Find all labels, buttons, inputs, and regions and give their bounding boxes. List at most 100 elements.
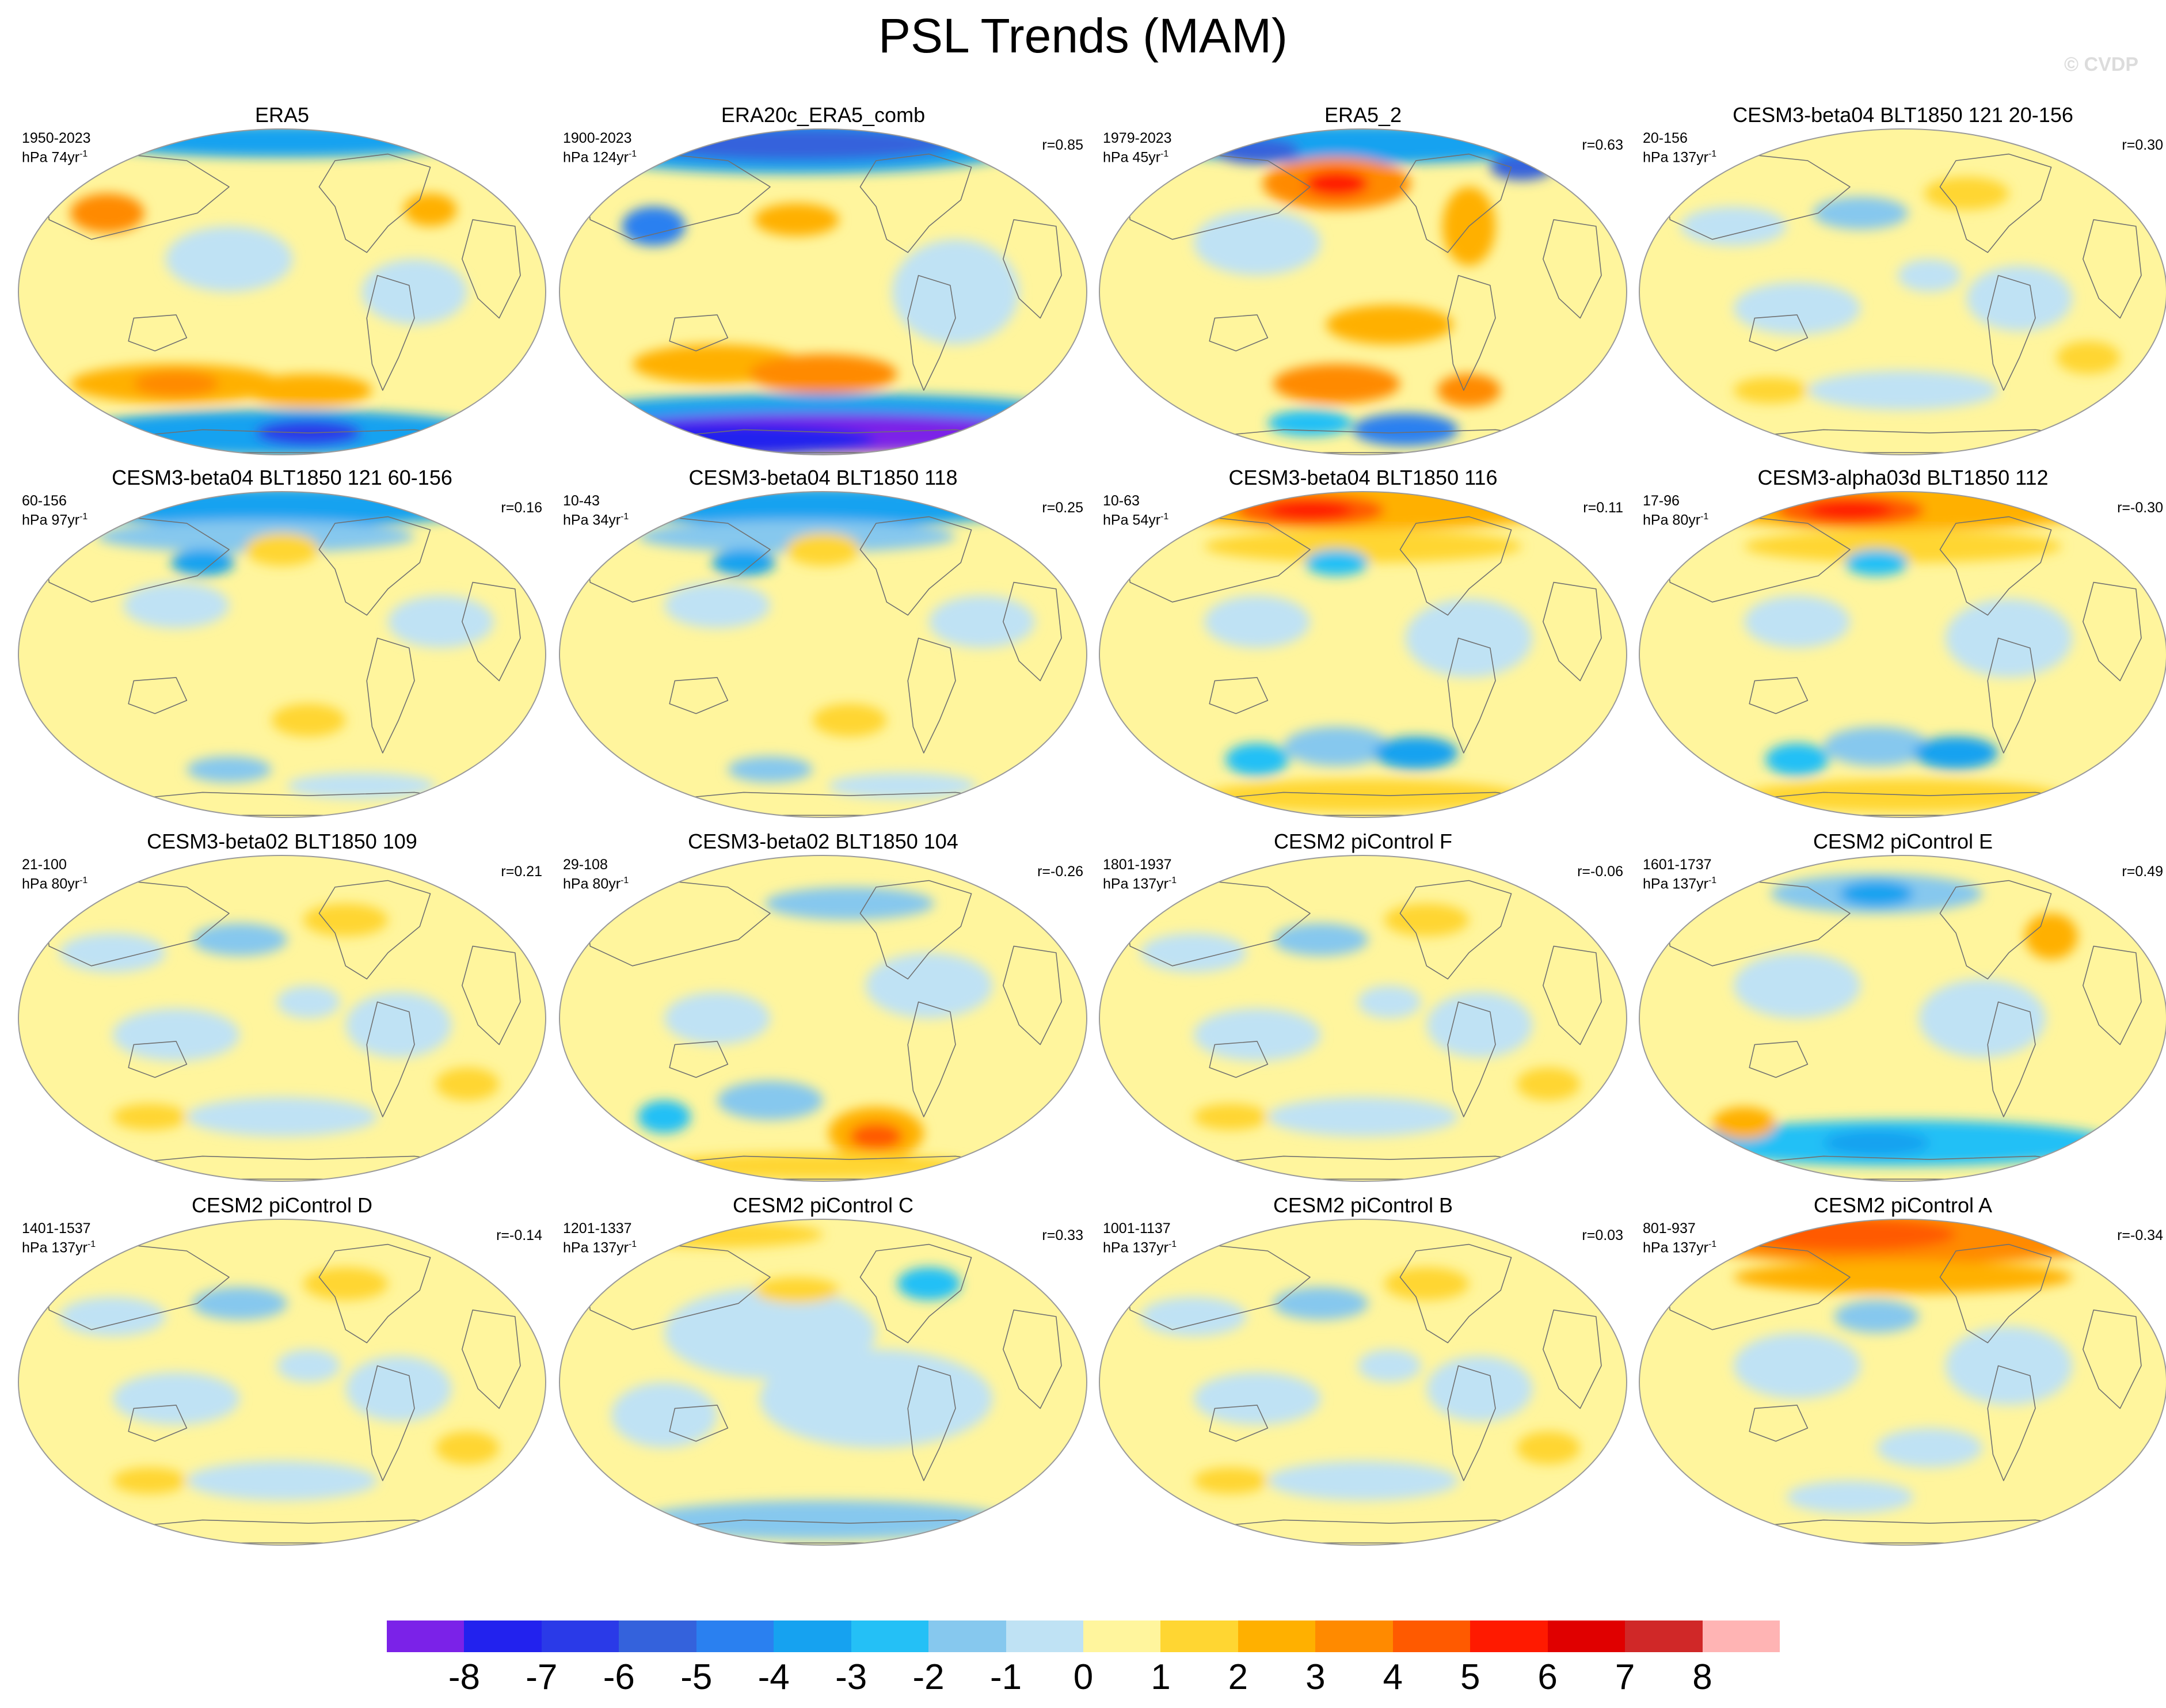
units-exponent: -1 — [1708, 876, 1717, 885]
coastline — [1749, 314, 1809, 352]
coastline — [1124, 880, 1311, 967]
coastline — [128, 1405, 188, 1442]
anomaly-region — [1945, 1326, 2073, 1405]
colorbar-tick-label: 1 — [1151, 1657, 1171, 1697]
anomaly-region — [1405, 599, 1533, 678]
anomaly-region — [1204, 595, 1310, 648]
coastline — [1749, 1405, 1809, 1442]
anomaly-region — [1384, 903, 1469, 937]
anomaly-region — [1680, 206, 1787, 246]
anomaly-region — [1918, 979, 2046, 1058]
panel-units-text: hPa 124yr — [563, 149, 629, 166]
coastline — [1749, 1041, 1809, 1078]
coastline — [1447, 637, 1496, 754]
colorbar-swatch — [1083, 1620, 1161, 1652]
colorbar-swatch — [1392, 1620, 1471, 1652]
units-exponent: -1 — [621, 512, 629, 522]
trend-field — [1639, 492, 2166, 817]
figure-title: PSL Trends (MAM) — [878, 9, 1288, 63]
panel-units: hPa 34yr-1 — [563, 509, 629, 528]
anomaly-region — [1807, 370, 1998, 410]
coastline — [669, 1405, 729, 1442]
panel-period: 21-100 — [22, 857, 67, 873]
trend-field — [18, 129, 546, 455]
coastline — [1209, 314, 1269, 352]
anomaly-region — [345, 992, 452, 1058]
anomaly-region — [165, 226, 293, 292]
anomaly-region — [754, 203, 839, 237]
coastline — [43, 516, 230, 603]
anomaly-region — [70, 193, 144, 233]
anomaly-region — [1733, 377, 1808, 404]
map-panel: CESM2 piControl B 1001-1137 hPa 137yr-1 r=0… — [1092, 1193, 1634, 1555]
anomaly-region — [1304, 549, 1369, 576]
anomaly-region — [276, 986, 341, 1018]
map-outline — [1639, 128, 2166, 455]
anomaly-region — [1733, 1261, 2073, 1294]
panel-correlation: r=0.16 — [501, 500, 542, 516]
panel-units-text: hPa 137yr — [22, 1239, 87, 1256]
anomaly-region — [1267, 500, 1353, 520]
anomaly-region — [245, 533, 319, 566]
map-panel: CESM2 piControl A 801-937 hPa 137yr-1 r=-0.… — [1632, 1193, 2166, 1555]
panel-units-text: hPa 45yr — [1103, 149, 1161, 166]
anomaly-region — [759, 1349, 993, 1448]
coastline — [366, 637, 415, 754]
anomaly-region — [170, 549, 235, 576]
coastline — [1749, 677, 1809, 714]
coastline — [584, 153, 771, 240]
anomaly-region — [1204, 779, 1522, 812]
panel-units: hPa 137yr-1 — [1643, 1237, 1716, 1256]
map-outline — [18, 855, 546, 1182]
coastline — [669, 1041, 729, 1078]
map-outline — [1639, 491, 2166, 818]
coastline — [1399, 516, 1512, 616]
anomaly-region — [1839, 880, 1914, 907]
anomaly-region — [1373, 736, 1459, 770]
panel-correlation: r=0.33 — [1042, 1227, 1083, 1243]
panel-units-text: hPa 137yr — [1103, 1239, 1168, 1256]
panel-correlation: r=0.03 — [1582, 1227, 1623, 1243]
anomaly-region — [1733, 1333, 1861, 1399]
panel-correlation: r=-0.06 — [1577, 863, 1623, 880]
anomaly-region — [1733, 953, 1861, 1018]
anomaly-region — [1913, 736, 1998, 770]
anomaly-region — [1876, 1428, 1982, 1468]
field-anomalies — [1691, 874, 2115, 1166]
units-exponent: -1 — [628, 1239, 637, 1249]
panel-units: hPa 137yr-1 — [1643, 146, 1716, 165]
coastline — [366, 1365, 415, 1481]
panel-units-text: hPa 137yr — [1643, 149, 1708, 166]
coastline — [1987, 1001, 2036, 1117]
anomaly-region — [1304, 170, 1369, 197]
panel-correlation: r=-0.30 — [2117, 500, 2163, 516]
field-anomalies — [1140, 903, 1581, 1137]
units-exponent: -1 — [621, 876, 629, 885]
panel-title: CESM3-beta04 BLT1850 121 20-156 — [1733, 103, 2073, 127]
anomaly-region — [1193, 1467, 1268, 1494]
colorbar-tick-label: -3 — [835, 1657, 867, 1697]
anomaly-region — [192, 1287, 288, 1320]
coastline — [907, 637, 956, 754]
panel-period: 1979-2023 — [1103, 130, 1172, 146]
anomaly-region — [112, 1372, 240, 1425]
anomaly-region — [112, 1008, 240, 1062]
anomaly-region — [271, 703, 346, 737]
anomaly-region — [1426, 992, 1533, 1058]
coastline — [859, 153, 972, 253]
coastline — [907, 275, 956, 391]
coastline — [1002, 581, 1062, 682]
anomaly-region — [611, 1382, 717, 1448]
coastline — [584, 880, 771, 967]
coastline — [1939, 880, 2052, 980]
coastline — [318, 516, 431, 616]
anomaly-region — [638, 520, 956, 553]
map-projection — [1639, 491, 2166, 818]
field-anomalies — [59, 903, 500, 1137]
anomaly-region — [749, 354, 897, 394]
panel-period: 60-156 — [22, 493, 67, 509]
anomaly-region — [812, 703, 887, 737]
map-projection — [18, 855, 546, 1182]
units-exponent: -1 — [87, 1239, 96, 1249]
units-exponent: -1 — [1168, 1239, 1177, 1249]
